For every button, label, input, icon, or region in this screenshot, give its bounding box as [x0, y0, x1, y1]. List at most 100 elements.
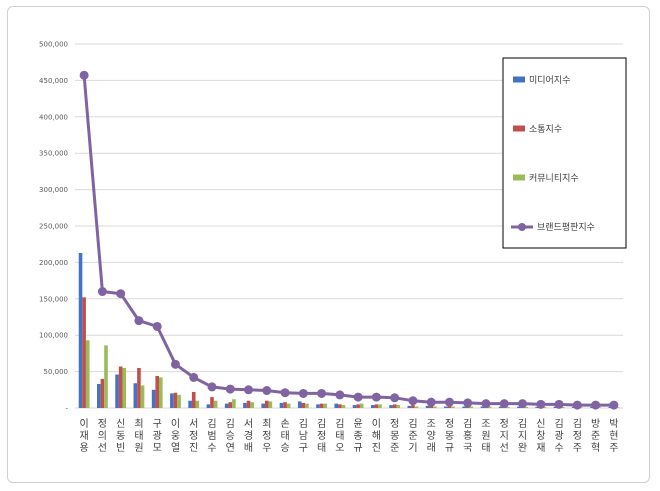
bar-커뮤니티지수: [560, 406, 565, 408]
point-브랜드평판지수: [463, 398, 473, 408]
chart-frame: 500,000 450,000 400,000 350,000 300,000 250,0…: [7, 6, 650, 483]
bar-소통지수: [173, 392, 178, 408]
bar-커뮤니티지수: [469, 406, 474, 408]
bar-소통지수: [82, 297, 86, 408]
point-브랜드평판지수: [371, 392, 381, 402]
bar-소통지수: [283, 402, 287, 408]
point-브랜드평판지수: [609, 400, 619, 410]
legend-label: 미디어지수: [529, 75, 570, 86]
y-tick-label: 450,000: [39, 77, 68, 85]
bar-소통지수: [356, 404, 360, 408]
bar-커뮤니티지수: [195, 400, 200, 408]
bar-미디어지수: [78, 252, 83, 408]
point-브랜드평판지수: [353, 392, 363, 402]
legend-label: 브랜드평판지수: [537, 222, 595, 233]
bar-소통지수: [191, 391, 196, 408]
bar-커뮤니티지수: [140, 385, 145, 408]
bar-미디어지수: [389, 405, 393, 408]
point-브랜드평판지수: [426, 397, 436, 407]
point-브랜드평판지수: [170, 359, 180, 369]
y-tick-label: 500,000: [39, 41, 68, 49]
grid: [75, 43, 623, 409]
point-브랜드평판지수: [444, 397, 454, 407]
bar-소통지수: [118, 366, 123, 408]
bar-커뮤니티지수: [159, 377, 163, 408]
bar-미디어지수: [498, 406, 503, 408]
bar-미디어지수: [316, 404, 320, 408]
bar-미디어지수: [480, 406, 485, 408]
bar-커뮤니티지수: [85, 340, 90, 408]
legend-label: 소통지수: [529, 124, 562, 135]
y-tick-label: 200,000: [39, 259, 68, 267]
x-axis: 이 재 용 정 의 선 신 동 빈 최 태 원 구 광 모 이 웅 열 서 정 진 김 범 수 김 승 연 서 경 배 최 정 우 손 태 승 김 남 구 김…: [80, 418, 619, 454]
point-브랜드평판지수: [280, 388, 290, 398]
bar-미디어지수: [517, 406, 521, 408]
bar-소통지수: [392, 404, 397, 408]
bar-커뮤니티지수: [268, 401, 273, 408]
bar-소통지수: [155, 375, 159, 408]
bar-커뮤니티지수: [451, 406, 455, 408]
bar-소통지수: [447, 405, 452, 408]
point-브랜드평판지수: [79, 70, 89, 80]
bar-미디어지수: [170, 393, 174, 408]
point-브랜드평판지수: [97, 287, 107, 297]
point-브랜드평판지수: [317, 388, 327, 398]
bar-미디어지수: [243, 402, 247, 408]
y-tick-label: 350,000: [39, 150, 68, 158]
bar-소통지수: [411, 405, 415, 408]
bar-커뮤니티지수: [487, 406, 492, 408]
legend-swatch: [513, 174, 525, 181]
y-tick-label: 50,000: [44, 368, 69, 376]
bar-커뮤니티지수: [414, 406, 419, 408]
bar-커뮤니티지수: [378, 404, 382, 408]
bar-커뮤니티지수: [122, 367, 127, 408]
point-브랜드평판지수: [499, 399, 509, 409]
y-axis: 500,000 450,000 400,000 350,000 300,000 250,0…: [39, 41, 68, 413]
bar-소통지수: [228, 402, 233, 408]
bar-소통지수: [338, 404, 342, 408]
legend-swatch: [513, 76, 525, 83]
bar-미디어지수: [133, 383, 138, 408]
bar-미디어지수: [206, 404, 211, 408]
point-브랜드평판지수: [390, 393, 400, 403]
point-브랜드평판지수: [116, 289, 126, 299]
bar-커뮤니티지수: [104, 345, 108, 408]
bar-소통지수: [246, 400, 251, 408]
bar-커뮤니티지수: [524, 406, 528, 408]
point-브랜드평판지수: [134, 316, 144, 326]
point-브랜드평판지수: [481, 399, 491, 409]
bar-미디어지수: [97, 383, 101, 408]
bar-미디어지수: [462, 406, 466, 408]
chart: 500,000 450,000 400,000 350,000 300,000 250,0…: [39, 41, 627, 454]
bar-커뮤니티지수: [506, 406, 510, 408]
bar-소통지수: [137, 367, 141, 408]
bar-커뮤니티지수: [232, 399, 236, 408]
point-브랜드평판지수: [518, 399, 528, 409]
bar-커뮤니티지수: [433, 406, 437, 408]
point-브랜드평판지수: [262, 386, 272, 396]
bar-미디어지수: [279, 402, 284, 408]
bar-소통지수: [429, 405, 433, 408]
bar-커뮤니티지수: [213, 400, 218, 408]
y-tick-label: 150,000: [39, 295, 68, 303]
